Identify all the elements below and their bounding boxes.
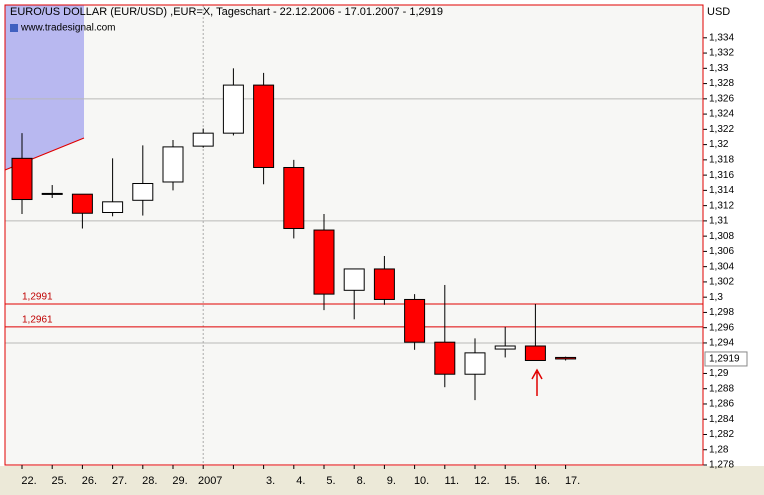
y-tick-label: 1,306 bbox=[709, 246, 734, 257]
y-tick-label: 1,316 bbox=[709, 170, 734, 181]
candle-body bbox=[313, 229, 335, 295]
x-tick-label: 17. bbox=[565, 475, 580, 487]
candle-body bbox=[222, 84, 244, 134]
y-tick-label: 1,312 bbox=[709, 200, 734, 211]
y-tick-label: 1,296 bbox=[709, 322, 734, 333]
candle-body bbox=[71, 193, 93, 214]
y-tick-label: 1,308 bbox=[709, 231, 734, 242]
x-tick-label: 16. bbox=[535, 475, 550, 487]
candle-body bbox=[41, 192, 63, 195]
candle-body bbox=[524, 345, 546, 361]
y-tick-label: 1,286 bbox=[709, 399, 734, 410]
x-tick-label: 28. bbox=[142, 475, 157, 487]
x-tick-label: 12. bbox=[474, 475, 489, 487]
y-tick-label: 1,288 bbox=[709, 383, 734, 394]
indicator-area bbox=[5, 5, 84, 170]
y-tick-label: 1,326 bbox=[709, 93, 734, 104]
y-tick-label: 1,324 bbox=[709, 109, 734, 120]
y-tick-label: 1,328 bbox=[709, 78, 734, 89]
candle-body bbox=[373, 268, 395, 300]
last-price-label: 1,2919 bbox=[709, 354, 740, 365]
candle-body bbox=[404, 298, 426, 343]
y-tick-label: 1,322 bbox=[709, 124, 734, 135]
y-tick-label: 1,302 bbox=[709, 277, 734, 288]
x-tick-label: 15. bbox=[505, 475, 520, 487]
x-tick-label: 4. bbox=[296, 475, 305, 487]
candle-body bbox=[283, 166, 305, 230]
y-tick-label: 1,3 bbox=[709, 292, 723, 303]
y-tick-label: 1,33 bbox=[709, 63, 729, 74]
y-tick-label: 1,294 bbox=[709, 338, 734, 349]
y-axis-label: USD bbox=[707, 6, 730, 18]
x-axis-strip bbox=[0, 466, 764, 495]
level-label: 1,2991 bbox=[22, 292, 53, 303]
candle-body bbox=[132, 183, 154, 201]
source: www.tradesignal.com bbox=[20, 23, 115, 34]
x-tick-label: 5. bbox=[326, 475, 335, 487]
logo-icon bbox=[10, 24, 18, 32]
x-tick-label: 8. bbox=[357, 475, 366, 487]
candle-body bbox=[494, 345, 516, 350]
candle-body bbox=[192, 132, 214, 147]
x-tick-label: 27. bbox=[112, 475, 127, 487]
plot-area bbox=[5, 5, 703, 465]
x-tick-label: 9. bbox=[387, 475, 396, 487]
y-tick-label: 1,298 bbox=[709, 307, 734, 318]
arrow bbox=[531, 368, 543, 396]
candle-body bbox=[102, 201, 124, 213]
y-tick-label: 1,28 bbox=[709, 444, 729, 455]
x-tick-label: 26. bbox=[82, 475, 97, 487]
y-tick-label: 1,332 bbox=[709, 48, 734, 59]
y-tick-label: 1,318 bbox=[709, 154, 734, 165]
candle-body bbox=[253, 84, 275, 168]
y-tick-label: 1,278 bbox=[709, 460, 734, 471]
y-tick-label: 1,31 bbox=[709, 216, 729, 227]
y-tick-label: 1,304 bbox=[709, 261, 734, 272]
x-tick-label: 29. bbox=[172, 475, 187, 487]
y-tick-label: 1,282 bbox=[709, 429, 734, 440]
x-tick-label: 22. bbox=[21, 475, 36, 487]
y-tick-label: 1,29 bbox=[709, 368, 729, 379]
x-tick-label: 2007 bbox=[198, 475, 222, 487]
y-tick-label: 1,284 bbox=[709, 414, 734, 425]
candle-body bbox=[464, 352, 486, 375]
x-tick-label: 11. bbox=[445, 475, 459, 487]
candle-body bbox=[162, 146, 184, 183]
level-label: 1,2961 bbox=[22, 315, 53, 326]
chart-title: EURO/US DOLLAR (EUR/USD) ,EUR=X, Tagesch… bbox=[10, 6, 443, 18]
candle-body bbox=[555, 356, 577, 360]
y-tick-label: 1,334 bbox=[709, 32, 734, 43]
last-price-box bbox=[704, 351, 748, 367]
x-tick-label: 25. bbox=[52, 475, 67, 487]
x-tick-label: 10. bbox=[414, 475, 429, 487]
candle-body bbox=[11, 157, 33, 201]
candle-body bbox=[343, 268, 365, 291]
x-tick-label: 3. bbox=[266, 475, 275, 487]
y-tick-label: 1,314 bbox=[709, 185, 734, 196]
y-tick-label: 1,32 bbox=[709, 139, 729, 150]
candle-body bbox=[434, 341, 456, 375]
